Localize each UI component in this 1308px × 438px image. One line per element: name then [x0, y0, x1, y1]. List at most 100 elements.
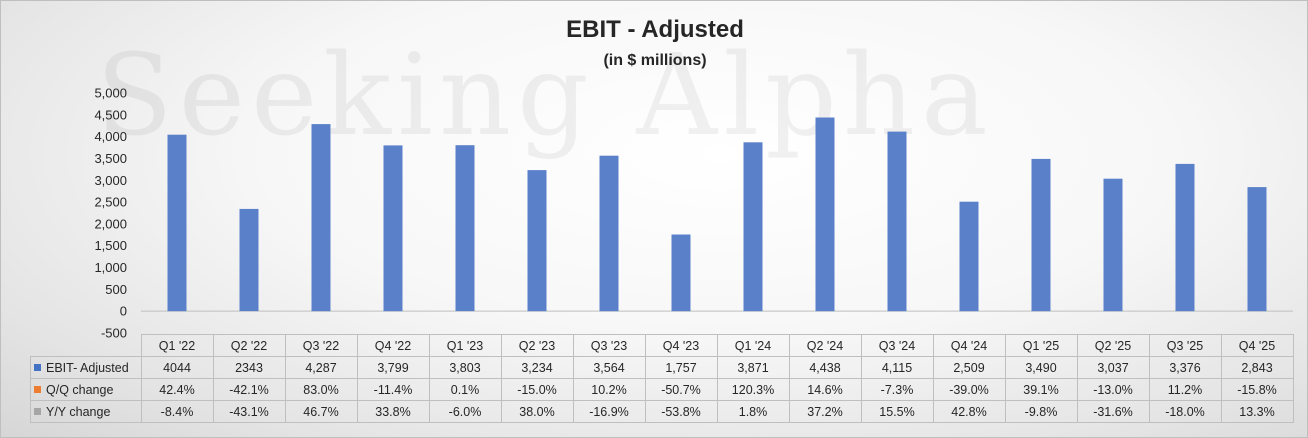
table-cell: 83.0%	[284, 378, 358, 401]
table-cell: 37.2%	[788, 400, 862, 423]
table-cell: -16.9%	[572, 400, 646, 423]
table-cell: 3,376	[1148, 356, 1222, 379]
category-label: Q2 '22	[212, 334, 286, 357]
table-cell: 15.5%	[860, 400, 934, 423]
bar	[527, 170, 547, 312]
legend-key-icon	[34, 363, 41, 371]
category-label: Q4 '24	[932, 334, 1006, 357]
table-corner	[30, 334, 142, 357]
category-label: Q4 '23	[644, 334, 718, 357]
table-cell: 2,843	[1220, 356, 1294, 379]
table-cell: 3,564	[572, 356, 646, 379]
table-cell: 1,757	[644, 356, 718, 379]
table-cell: 10.2%	[572, 378, 646, 401]
category-label: Q2 '25	[1076, 334, 1150, 357]
y-tick-label: 4,000	[94, 129, 127, 144]
table-cell: 4,287	[284, 356, 358, 379]
table-cell: 13.3%	[1220, 400, 1294, 423]
table-cell: 4,115	[860, 356, 934, 379]
table-cell: 4044	[140, 356, 214, 379]
bar	[959, 201, 979, 312]
category-label: Q3 '24	[860, 334, 934, 357]
bar	[383, 145, 403, 312]
table-cell: 46.7%	[284, 400, 358, 423]
bar	[815, 117, 835, 312]
y-tick-label: 3,500	[94, 151, 127, 166]
bar	[455, 145, 475, 312]
table-cell: -15.0%	[500, 378, 574, 401]
table-cell: 2,509	[932, 356, 1006, 379]
y-tick-label: 2,000	[94, 216, 127, 231]
table-cell: -18.0%	[1148, 400, 1222, 423]
table-cell: 42.8%	[932, 400, 1006, 423]
table-cell: 39.1%	[1004, 378, 1078, 401]
category-label: Q3 '25	[1148, 334, 1222, 357]
y-tick-label: 500	[105, 282, 127, 297]
y-tick-label: 4,500	[94, 107, 127, 122]
table-cell: -50.7%	[644, 378, 718, 401]
bar	[1175, 163, 1195, 312]
data-table-header: Q1 '22 Q2 '22 Q3 '22 Q4 '22 Q1 '23 Q2 '23 Q3 '…	[30, 334, 1294, 357]
y-tick-label: 2,500	[94, 195, 127, 210]
bar	[671, 234, 691, 312]
table-cell: -7.3%	[860, 378, 934, 401]
y-tick-label: 3,000	[94, 173, 127, 188]
table-cell: 3,037	[1076, 356, 1150, 379]
table-cell: -31.6%	[1076, 400, 1150, 423]
category-label: Q2 '24	[788, 334, 862, 357]
table-cell: 14.6%	[788, 378, 862, 401]
table-cell: -9.8%	[1004, 400, 1078, 423]
table-cell: -15.8%	[1220, 378, 1294, 401]
table-cell: 4,438	[788, 356, 862, 379]
y-tick-label: 1,000	[94, 260, 127, 275]
category-label: Q1 '22	[140, 334, 214, 357]
table-cell: 1.8%	[716, 400, 790, 423]
chart-title: EBIT - Adjusted	[566, 16, 744, 43]
bar	[167, 134, 187, 312]
bar	[599, 155, 619, 312]
y-tick-label: 1,500	[94, 238, 127, 253]
bar	[743, 142, 763, 312]
legend-key-icon	[34, 407, 41, 415]
y-tick-label: 0	[120, 304, 127, 319]
category-label: Q3 '22	[284, 334, 358, 357]
bar	[239, 208, 259, 312]
category-label: Q3 '23	[572, 334, 646, 357]
table-cell: -43.1%	[212, 400, 286, 423]
category-label: Q4 '22	[356, 334, 430, 357]
table-row: Y/Y change -8.4% -43.1% 46.7% 33.8% -6.0% 38.0…	[30, 400, 1294, 423]
bar	[1031, 158, 1051, 312]
row-label: Q/Q change	[30, 378, 142, 401]
table-cell: 42.4%	[140, 378, 214, 401]
data-table-body: EBIT- Adjusted 4044 2343 4,287 3,799 3,803 3,2…	[30, 356, 1294, 423]
bar	[887, 131, 907, 312]
table-cell: -11.4%	[356, 378, 430, 401]
row-label: EBIT- Adjusted	[30, 356, 142, 379]
bar	[1103, 178, 1123, 312]
table-cell: -6.0%	[428, 400, 502, 423]
table-cell: 3,799	[356, 356, 430, 379]
legend-key-icon	[34, 385, 41, 393]
category-label: Q2 '23	[500, 334, 574, 357]
table-cell: -53.8%	[644, 400, 718, 423]
table-cell: 3,234	[500, 356, 574, 379]
table-cell: 3,803	[428, 356, 502, 379]
table-cell: -42.1%	[212, 378, 286, 401]
category-label: Q4 '25	[1220, 334, 1294, 357]
data-table: Q1 '22 Q2 '22 Q3 '22 Q4 '22 Q1 '23 Q2 '23 Q3 '…	[30, 334, 1294, 423]
table-cell: 38.0%	[500, 400, 574, 423]
category-label: Q1 '24	[716, 334, 790, 357]
table-cell: 3,490	[1004, 356, 1078, 379]
table-cell: 33.8%	[356, 400, 430, 423]
table-cell: -39.0%	[932, 378, 1006, 401]
bar	[1247, 187, 1267, 312]
row-label: Y/Y change	[30, 400, 142, 423]
table-row: Q/Q change 42.4% -42.1% 83.0% -11.4% 0.1% -15.…	[30, 378, 1294, 401]
table-cell: 11.2%	[1148, 378, 1222, 401]
table-cell: 0.1%	[428, 378, 502, 401]
category-label: Q1 '23	[428, 334, 502, 357]
y-tick-label: 5,000	[94, 86, 127, 101]
table-cell: 2343	[212, 356, 286, 379]
